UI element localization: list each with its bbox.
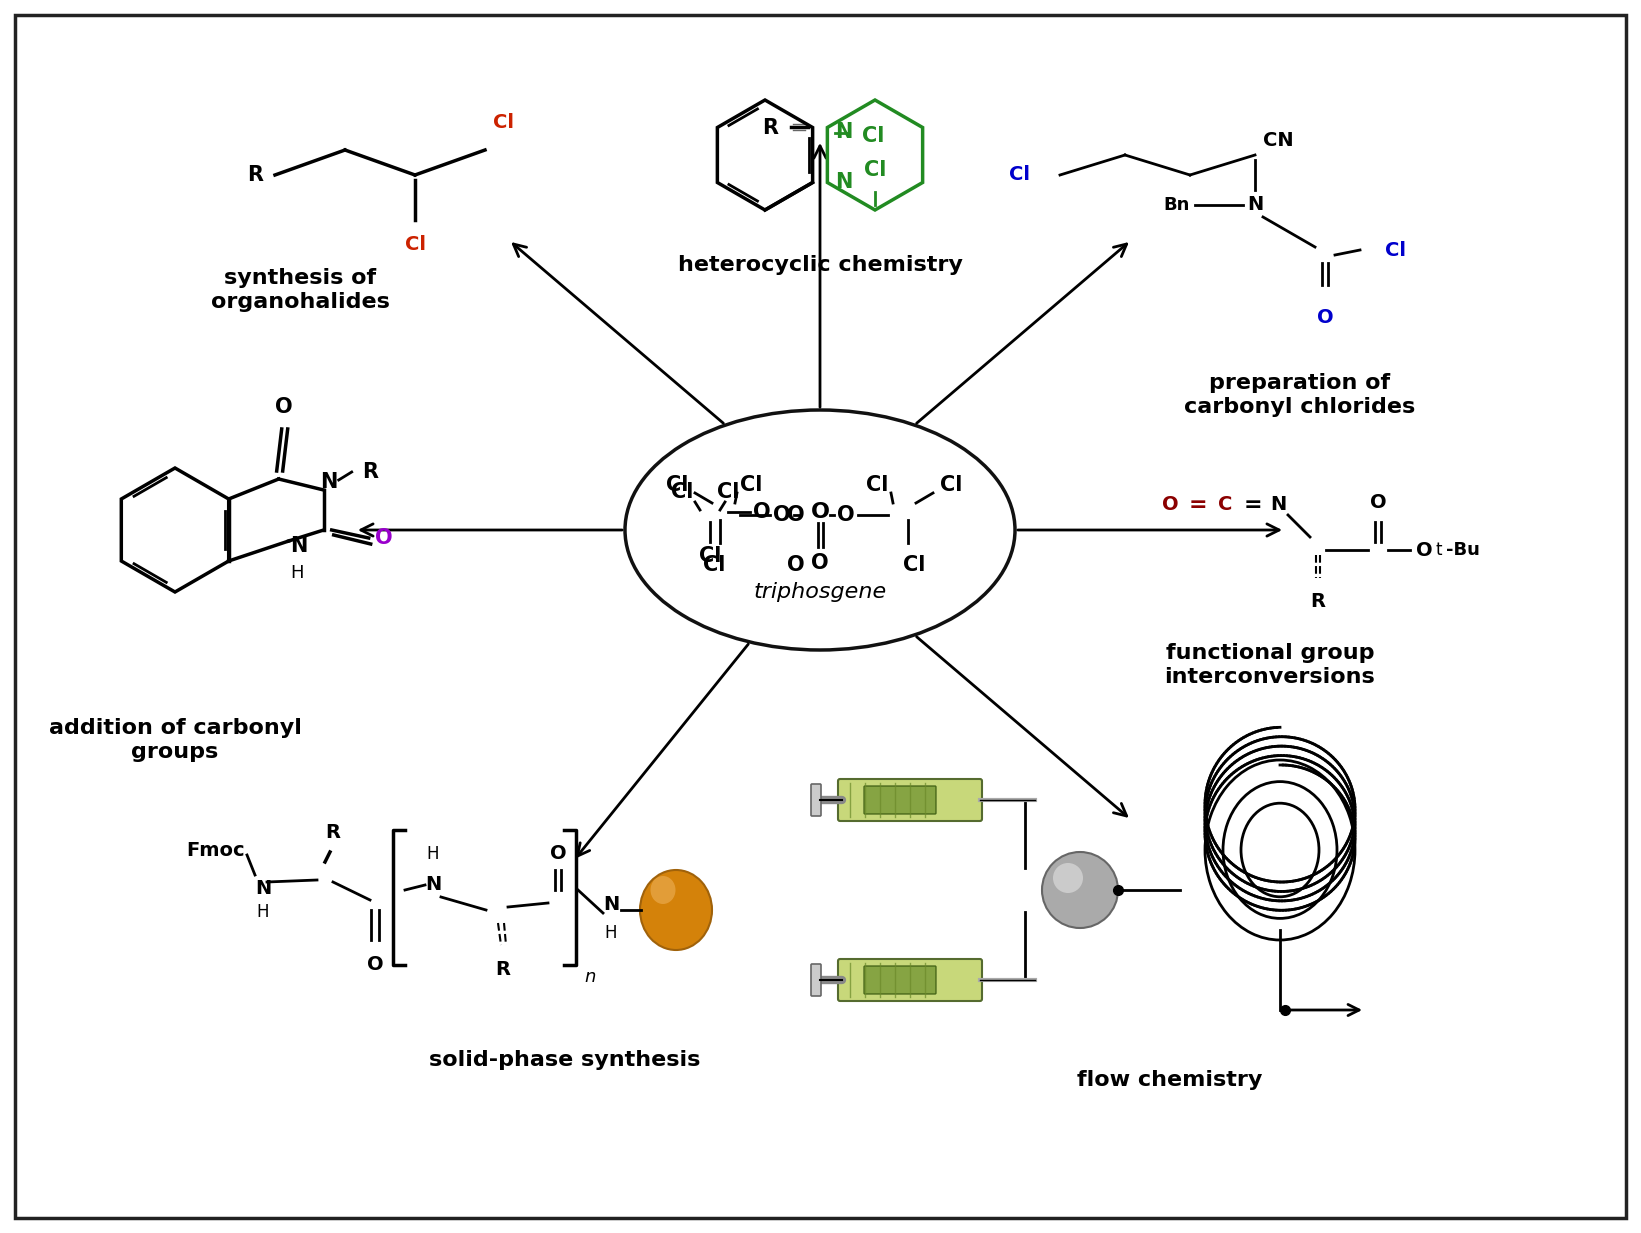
- Ellipse shape: [640, 870, 712, 949]
- Text: O: O: [753, 502, 771, 522]
- Text: =: =: [1244, 494, 1262, 515]
- FancyBboxPatch shape: [839, 959, 981, 1001]
- Text: O: O: [374, 528, 392, 547]
- Text: synthesis of
organohalides: synthesis of organohalides: [210, 269, 389, 312]
- Ellipse shape: [650, 875, 676, 904]
- Text: functional group
interconversions: functional group interconversions: [1165, 644, 1375, 687]
- Text: O: O: [1416, 540, 1433, 560]
- Text: O: O: [366, 956, 384, 974]
- FancyBboxPatch shape: [839, 779, 981, 821]
- Text: Cl: Cl: [666, 475, 688, 494]
- Text: N: N: [835, 173, 853, 192]
- Ellipse shape: [625, 411, 1016, 650]
- Text: O: O: [837, 506, 855, 525]
- Text: N: N: [835, 122, 853, 143]
- Text: Cl: Cl: [865, 475, 888, 494]
- FancyBboxPatch shape: [811, 784, 820, 816]
- Text: Cl: Cl: [717, 482, 738, 502]
- Text: Cl: Cl: [492, 113, 514, 132]
- Text: O: O: [811, 552, 829, 573]
- Text: Cl: Cl: [699, 546, 720, 566]
- Circle shape: [1054, 863, 1083, 893]
- Text: H: H: [606, 924, 617, 942]
- Text: O: O: [276, 397, 292, 417]
- Text: N: N: [254, 878, 271, 898]
- Text: n: n: [584, 968, 596, 986]
- Text: O: O: [1316, 308, 1332, 327]
- Text: triphosgene: triphosgene: [753, 582, 886, 602]
- Text: =: =: [1188, 494, 1208, 515]
- Text: Cl: Cl: [863, 126, 884, 145]
- Text: Cl: Cl: [702, 555, 725, 575]
- Text: addition of carbonyl
groups: addition of carbonyl groups: [49, 719, 302, 762]
- Text: N: N: [602, 895, 619, 915]
- Text: O: O: [550, 845, 566, 863]
- FancyBboxPatch shape: [811, 964, 820, 996]
- Text: N: N: [1247, 196, 1264, 215]
- Text: CN: CN: [1264, 131, 1293, 150]
- Text: O: O: [811, 502, 829, 522]
- Text: flow chemistry: flow chemistry: [1076, 1070, 1262, 1090]
- Circle shape: [1042, 852, 1118, 928]
- Text: R: R: [248, 165, 263, 185]
- Text: H: H: [290, 563, 304, 582]
- Text: Bn: Bn: [1163, 196, 1190, 215]
- Text: Cl: Cl: [404, 236, 425, 254]
- Text: O: O: [788, 555, 804, 575]
- Text: N: N: [320, 472, 338, 492]
- Text: R: R: [496, 961, 510, 979]
- Text: C: C: [1218, 496, 1232, 514]
- Text: R: R: [1311, 592, 1326, 612]
- Text: N: N: [290, 536, 307, 556]
- Text: O: O: [1162, 496, 1178, 514]
- Text: Cl: Cl: [903, 555, 926, 575]
- Text: H: H: [427, 845, 440, 863]
- Text: Fmoc: Fmoc: [187, 841, 245, 859]
- Text: Cl: Cl: [671, 482, 693, 502]
- Text: H: H: [256, 903, 269, 921]
- Text: Cl: Cl: [1385, 240, 1406, 259]
- FancyBboxPatch shape: [865, 965, 935, 994]
- Text: Cl: Cl: [940, 475, 962, 494]
- Text: Cl: Cl: [740, 475, 763, 494]
- Text: solid-phase synthesis: solid-phase synthesis: [430, 1051, 701, 1070]
- FancyBboxPatch shape: [865, 785, 935, 814]
- Text: -Bu: -Bu: [1446, 541, 1480, 559]
- Text: Cl: Cl: [863, 160, 886, 180]
- Text: N: N: [425, 875, 441, 894]
- Text: O: O: [788, 506, 804, 525]
- Text: O: O: [1370, 493, 1387, 512]
- Text: Cl: Cl: [1009, 165, 1031, 185]
- Text: heterocyclic chemistry: heterocyclic chemistry: [678, 255, 962, 275]
- Text: t: t: [1436, 541, 1442, 559]
- Text: O: O: [773, 506, 791, 525]
- Text: preparation of
carbonyl chlorides: preparation of carbonyl chlorides: [1185, 374, 1416, 417]
- Text: N: N: [1270, 496, 1287, 514]
- Text: R: R: [361, 462, 377, 482]
- Text: R: R: [761, 117, 778, 138]
- Text: R: R: [325, 822, 340, 842]
